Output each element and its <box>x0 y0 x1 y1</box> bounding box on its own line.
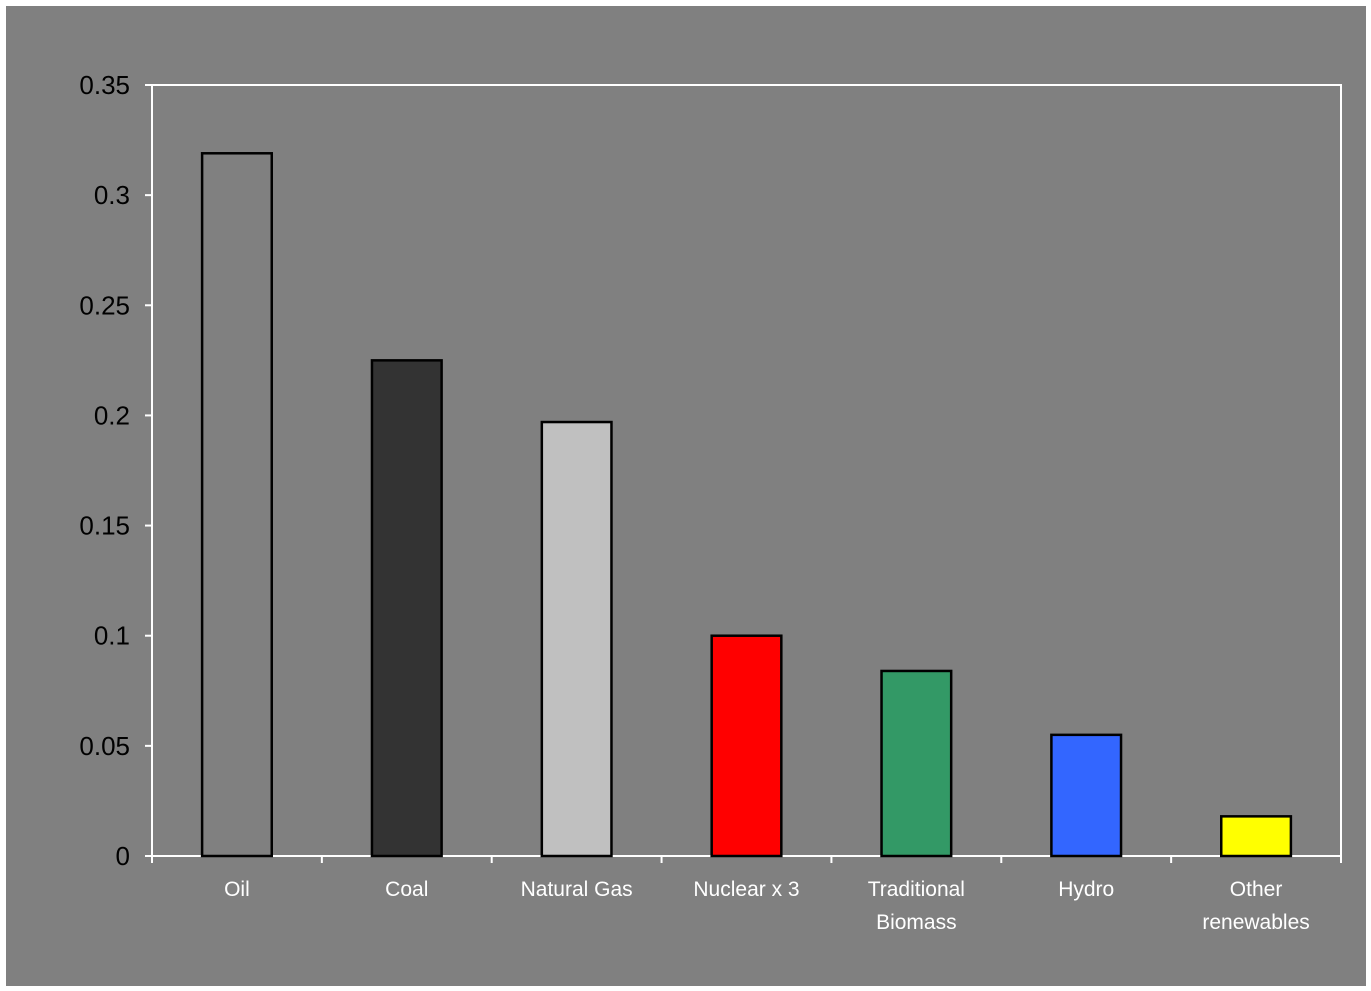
bars-group <box>200 152 1293 858</box>
y-tick-label: 0.25 <box>79 290 130 320</box>
bar <box>540 420 613 858</box>
y-tick-label: 0.05 <box>79 731 130 761</box>
bar <box>200 152 273 858</box>
y-axis: 0 0.05 0.1 0.15 0.2 0.25 0.3 0.35 <box>79 70 152 871</box>
category-label: Coal <box>385 878 428 901</box>
y-tick-label: 0.2 <box>94 400 130 430</box>
category-label: renewables <box>1202 911 1309 934</box>
bar <box>1050 733 1123 858</box>
category-label: Hydro <box>1058 878 1114 901</box>
category-label: Traditional <box>868 878 965 901</box>
bar <box>370 359 443 858</box>
y-tick-label: 0.35 <box>79 70 130 100</box>
y-tick-label: 0.1 <box>94 621 130 651</box>
y-tick-label: 0.15 <box>79 511 130 541</box>
category-label: Natural Gas <box>521 878 633 901</box>
y-tick-label: 0 <box>116 841 130 871</box>
bar <box>710 634 783 858</box>
bar <box>1220 815 1293 858</box>
category-label: Other <box>1230 878 1283 901</box>
category-label: Biomass <box>876 911 957 934</box>
x-axis <box>151 856 1342 863</box>
category-label: Oil <box>224 878 250 901</box>
category-labels: Oil Coal Natural Gas Nuclear x 3 Traditional… <box>224 878 1310 934</box>
bar <box>880 669 953 858</box>
category-label: Nuclear x 3 <box>693 878 799 901</box>
y-tick-label: 0.3 <box>94 180 130 210</box>
